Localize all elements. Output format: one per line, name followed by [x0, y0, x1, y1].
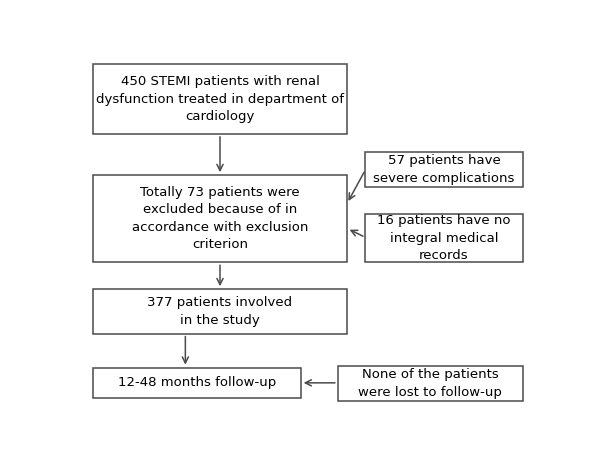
Text: 450 STEMI patients with renal
dysfunction treated in department of
cardiology: 450 STEMI patients with renal dysfunctio… [96, 75, 344, 123]
Text: 377 patients involved
in the study: 377 patients involved in the study [147, 296, 293, 326]
Text: 12-48 months follow-up: 12-48 months follow-up [118, 376, 276, 389]
FancyBboxPatch shape [93, 64, 347, 134]
Text: Totally 73 patients were
excluded because of in
accordance with exclusion
criter: Totally 73 patients were excluded becaus… [132, 186, 308, 251]
FancyBboxPatch shape [365, 152, 523, 188]
Text: 57 patients have
severe complications: 57 patients have severe complications [373, 154, 515, 185]
Text: None of the patients
were lost to follow-up: None of the patients were lost to follow… [358, 368, 502, 399]
FancyBboxPatch shape [365, 214, 523, 263]
Text: 16 patients have no
integral medical
records: 16 patients have no integral medical rec… [377, 214, 511, 262]
FancyBboxPatch shape [338, 366, 523, 401]
FancyBboxPatch shape [93, 175, 347, 263]
FancyBboxPatch shape [93, 289, 347, 334]
FancyBboxPatch shape [93, 368, 301, 398]
